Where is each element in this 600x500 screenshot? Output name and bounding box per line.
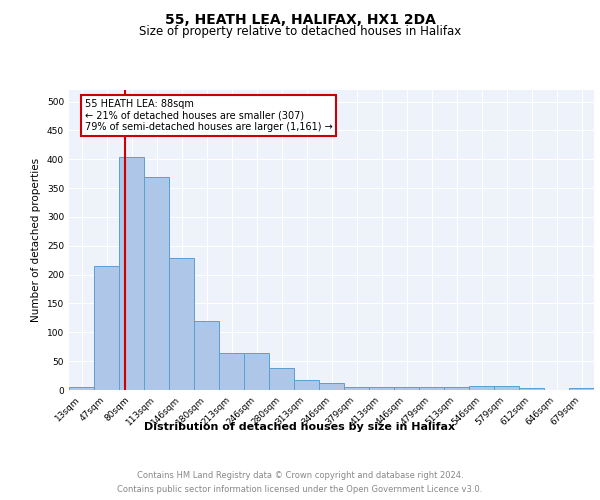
Text: Distribution of detached houses by size in Halifax: Distribution of detached houses by size …: [145, 422, 455, 432]
Bar: [419, 387, 444, 390]
Bar: [569, 388, 594, 390]
Bar: [519, 388, 544, 390]
Bar: [94, 266, 119, 390]
Text: Contains HM Land Registry data © Crown copyright and database right 2024.: Contains HM Land Registry data © Crown c…: [137, 471, 463, 480]
Bar: [369, 387, 394, 390]
Bar: [469, 386, 494, 390]
Bar: [194, 321, 219, 390]
Bar: [294, 380, 319, 390]
Text: Size of property relative to detached houses in Halifax: Size of property relative to detached ho…: [139, 25, 461, 38]
Text: Contains public sector information licensed under the Open Government Licence v3: Contains public sector information licen…: [118, 485, 482, 494]
Bar: [219, 352, 244, 390]
Y-axis label: Number of detached properties: Number of detached properties: [31, 158, 41, 322]
Bar: [144, 176, 169, 390]
Text: 55, HEATH LEA, HALIFAX, HX1 2DA: 55, HEATH LEA, HALIFAX, HX1 2DA: [164, 12, 436, 26]
Bar: [119, 158, 144, 390]
Bar: [244, 352, 269, 390]
Bar: [344, 386, 369, 390]
Bar: [169, 258, 194, 390]
Bar: [494, 386, 519, 390]
Bar: [69, 387, 94, 390]
Bar: [269, 368, 294, 390]
Bar: [319, 382, 344, 390]
Bar: [444, 387, 469, 390]
Text: 55 HEATH LEA: 88sqm
← 21% of detached houses are smaller (307)
79% of semi-detac: 55 HEATH LEA: 88sqm ← 21% of detached ho…: [85, 99, 332, 132]
Bar: [394, 387, 419, 390]
